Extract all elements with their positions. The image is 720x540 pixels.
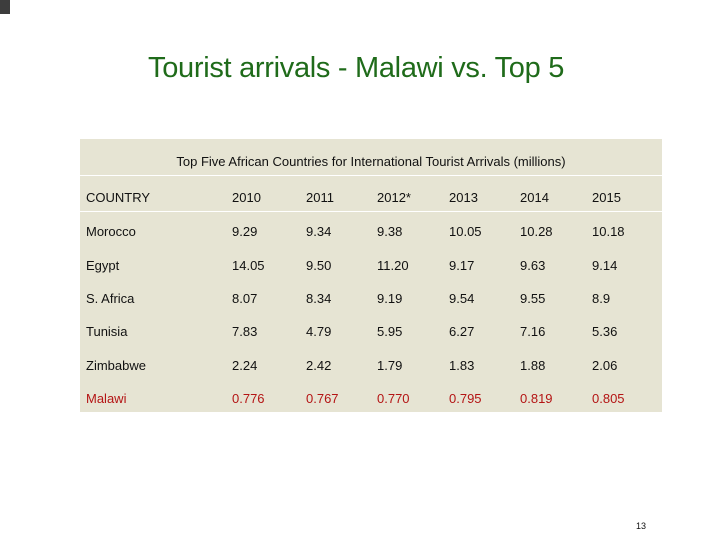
value-cell: 1.88 (520, 358, 546, 373)
accent-bar (0, 0, 10, 14)
table-row-highlight: Malawi 0.776 0.767 0.770 0.795 0.819 0.8… (0, 391, 720, 415)
value-cell: 9.54 (449, 291, 475, 306)
value-cell: 9.50 (306, 258, 332, 273)
table-row: Morocco 9.29 9.34 9.38 10.05 10.28 10.18 (0, 224, 720, 248)
value-cell: 1.83 (449, 358, 475, 373)
value-cell: 0.776 (232, 391, 265, 406)
column-header-country: COUNTRY (86, 190, 151, 205)
value-cell: 2.24 (232, 358, 258, 373)
value-cell: 1.79 (377, 358, 403, 373)
table-divider (80, 175, 662, 176)
column-header-2010: 2010 (232, 190, 261, 205)
country-cell: Morocco (86, 224, 136, 239)
column-header-2014: 2014 (520, 190, 549, 205)
value-cell: 9.19 (377, 291, 403, 306)
value-cell: 5.95 (377, 324, 403, 339)
value-cell: 9.29 (232, 224, 258, 239)
value-cell: 9.14 (592, 258, 618, 273)
table-divider (80, 211, 662, 212)
value-cell: 10.28 (520, 224, 553, 239)
table-caption: Top Five African Countries for Internati… (176, 154, 566, 169)
column-header-2015: 2015 (592, 190, 621, 205)
table-row: Egypt 14.05 9.50 11.20 9.17 9.63 9.14 (0, 258, 720, 282)
table-header-row: COUNTRY 2010 2011 2012* 2013 2014 2015 (0, 190, 720, 214)
table-row: Zimbabwe 2.24 2.42 1.79 1.83 1.88 2.06 (0, 358, 720, 382)
value-cell: 6.27 (449, 324, 475, 339)
value-cell: 0.795 (449, 391, 482, 406)
value-cell: 8.9 (592, 291, 611, 306)
table-row: Tunisia 7.83 4.79 5.95 6.27 7.16 5.36 (0, 324, 720, 348)
value-cell: 2.42 (306, 358, 332, 373)
country-cell: Egypt (86, 258, 120, 273)
column-header-2012: 2012* (377, 190, 411, 205)
value-cell: 0.805 (592, 391, 625, 406)
value-cell: 9.55 (520, 291, 546, 306)
slide-title: Tourist arrivals - Malawi vs. Top 5 (148, 52, 565, 84)
page-number: 13 (636, 521, 647, 531)
value-cell: 5.36 (592, 324, 618, 339)
value-cell: 14.05 (232, 258, 265, 273)
table-panel: Top Five African Countries for Internati… (80, 139, 662, 412)
value-cell: 8.07 (232, 291, 258, 306)
country-cell: S. Africa (86, 291, 135, 306)
value-cell: 10.05 (449, 224, 482, 239)
country-cell: Malawi (86, 391, 127, 406)
table-row: S. Africa 8.07 8.34 9.19 9.54 9.55 8.9 (0, 291, 720, 315)
value-cell: 9.63 (520, 258, 546, 273)
value-cell: 0.767 (306, 391, 339, 406)
value-cell: 4.79 (306, 324, 332, 339)
value-cell: 7.83 (232, 324, 258, 339)
value-cell: 11.20 (377, 258, 409, 273)
column-header-2011: 2011 (306, 190, 334, 205)
value-cell: 8.34 (306, 291, 332, 306)
value-cell: 9.17 (449, 258, 475, 273)
value-cell: 9.38 (377, 224, 403, 239)
column-header-2013: 2013 (449, 190, 478, 205)
value-cell: 9.34 (306, 224, 332, 239)
value-cell: 0.770 (377, 391, 410, 406)
value-cell: 0.819 (520, 391, 553, 406)
value-cell: 2.06 (592, 358, 618, 373)
value-cell: 10.18 (592, 224, 625, 239)
country-cell: Zimbabwe (86, 358, 146, 373)
value-cell: 7.16 (520, 324, 546, 339)
country-cell: Tunisia (86, 324, 128, 339)
